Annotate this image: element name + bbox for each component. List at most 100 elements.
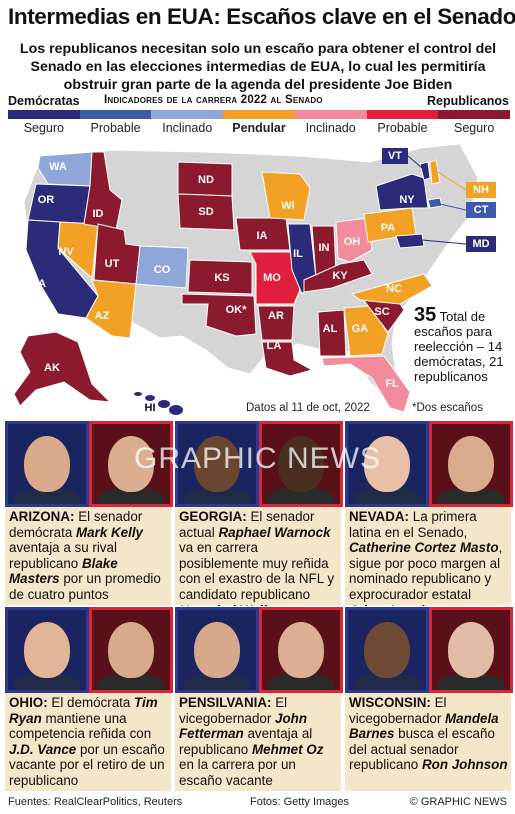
race-card: OHIO: El demócrata Tim Ryan mantiene una… <box>4 606 173 792</box>
label-vt: VT <box>388 150 402 162</box>
race-description: NEVADA: La primera latina en el Senado, … <box>349 509 511 618</box>
legend-label-4: Inclinado <box>305 121 356 135</box>
face-shape <box>278 436 324 492</box>
democrat-candidate-photo <box>5 421 89 507</box>
race-card: PENSILVANIA: El vicegobernador John Fett… <box>174 606 343 792</box>
shoulders-shape <box>438 674 504 690</box>
label-sc: SC <box>374 306 389 318</box>
face-shape <box>448 436 494 492</box>
state-fl <box>321 355 411 413</box>
race-card: NEVADA: La primera latina en el Senado, … <box>344 420 513 618</box>
shoulders-shape <box>354 488 420 504</box>
republican-candidate-photo <box>429 607 513 693</box>
state-ak <box>13 331 112 407</box>
face-shape <box>24 436 70 492</box>
legend-label-1: Probable <box>90 121 141 135</box>
race-state: GEORGIA: <box>179 509 247 524</box>
star-note: *Dos escaños <box>412 402 483 414</box>
state-md <box>395 233 425 249</box>
label-nc: NC <box>386 283 402 295</box>
face-shape <box>108 436 154 492</box>
page-subtitle: Los republicanos necesitan solo un escañ… <box>19 41 497 93</box>
legend-swatch-6 <box>438 110 511 119</box>
race-text: por un promedio de cuatro puntos <box>9 571 161 602</box>
label-pa: PA <box>381 222 396 234</box>
race-state: NEVADA: <box>349 509 410 524</box>
state-ar <box>257 305 295 341</box>
legend-color-bar <box>8 110 511 119</box>
race-state: ARIZONA: <box>9 509 75 524</box>
shoulders-shape <box>268 488 334 504</box>
label-ak: AK <box>44 362 60 374</box>
state-vt <box>419 161 431 181</box>
race-text: va en carrera posiblemente muy reñida co… <box>179 540 335 602</box>
race-text: El demócrata <box>51 695 135 710</box>
race-state: OHIO: <box>9 695 48 710</box>
state-ct <box>427 197 443 209</box>
race-description: OHIO: El demócrata Tim Ryan mantiene una… <box>9 695 171 789</box>
label-nd: ND <box>198 174 214 186</box>
shoulders-shape <box>14 674 80 690</box>
legend-label-0: Seguro <box>23 121 64 135</box>
race-description: GEORGIA: El senador actual Raphael Warno… <box>179 509 341 618</box>
state-ny <box>375 173 429 211</box>
state-co <box>135 245 189 289</box>
label-or: OR <box>38 194 55 206</box>
state-sd <box>177 193 235 231</box>
legend-republicans: Republicanos <box>427 94 509 108</box>
candidate-name: J.D. Vance <box>9 741 77 757</box>
race-text: El vicegobernador <box>179 695 288 726</box>
face-shape <box>364 622 410 678</box>
label-ar: AR <box>268 310 284 322</box>
candidate-photos <box>5 421 173 507</box>
shoulders-shape <box>438 488 504 504</box>
legend-title: Indicadores de la carrera 2022 al Senado <box>104 94 323 106</box>
legend-swatch-0 <box>8 110 80 119</box>
face-shape <box>194 622 240 678</box>
candidate-photos <box>175 421 343 507</box>
label-il: IL <box>293 248 303 260</box>
democrat-candidate-photo <box>345 607 429 693</box>
race-description: WISCONSIN: El vicegobernador Mandela Bar… <box>349 695 511 773</box>
legend-democrats: Demócratas <box>8 94 80 108</box>
legend-swatch-5 <box>366 110 439 119</box>
race-text: mantiene una competencia reñida con <box>9 710 152 742</box>
race-text: El senador demócrata <box>9 509 143 540</box>
state-id <box>83 151 123 231</box>
state-hi <box>134 392 183 415</box>
label-mo: MO <box>263 272 281 284</box>
race-text: El vicegobernador <box>349 695 447 726</box>
label-hi: HI <box>145 402 156 414</box>
legend-labels: Seguro Probable Inclinado Pendular Inclinado… <box>0 121 515 137</box>
race-text: La primera latina en el Senado, <box>349 509 477 540</box>
republican-candidate-photo <box>89 607 173 693</box>
shoulders-shape <box>14 488 80 504</box>
candidate-name: Ron Johnson <box>421 757 508 773</box>
label-sd: SD <box>198 206 213 218</box>
label-al: AL <box>323 323 338 335</box>
candidate-name: Blake Masters <box>9 555 118 587</box>
face-shape <box>448 622 494 678</box>
legend-swatch-2 <box>151 110 224 119</box>
footer: Fuentes: RealClearPolitics, Reuters Foto… <box>0 796 515 812</box>
race-card: WISCONSIN: El vicegobernador Mandela Bar… <box>344 606 513 792</box>
label-oh: OH <box>344 236 361 248</box>
state-oh <box>335 217 373 263</box>
legend-swatch-1 <box>79 110 152 119</box>
state-al <box>317 309 347 357</box>
label-ks: KS <box>214 272 229 284</box>
candidate-photos <box>345 421 513 507</box>
race-text: en la carrera por un escaño vacante <box>179 757 296 788</box>
democrat-candidate-photo <box>345 421 429 507</box>
shoulders-shape <box>184 674 250 690</box>
label-ct: CT <box>474 204 489 216</box>
label-ok: OK* <box>226 304 248 316</box>
state-nh <box>429 159 441 185</box>
race-card: GEORGIA: El senador actual Raphael Warno… <box>174 420 343 618</box>
legend-label-2: Inclinado <box>162 121 213 135</box>
republican-candidate-photo <box>259 607 343 693</box>
label-ia: IA <box>257 230 268 242</box>
legend-label-5: Probable <box>377 121 428 135</box>
label-nv: NV <box>58 246 74 258</box>
race-text: El senador actual <box>179 509 315 540</box>
